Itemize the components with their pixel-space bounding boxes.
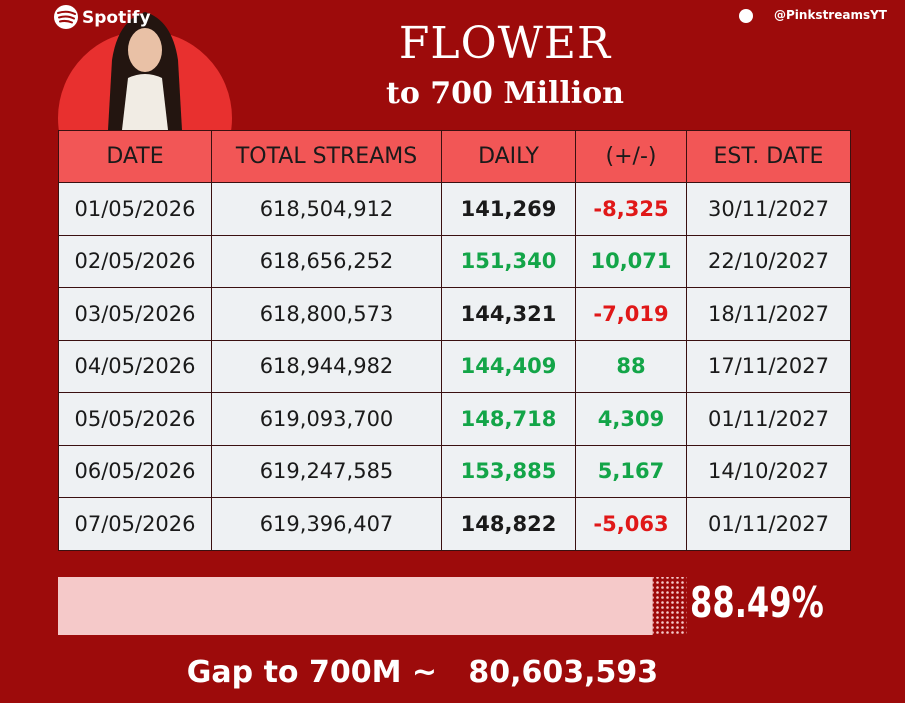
table-cell: 05/05/2026 xyxy=(58,392,212,446)
table-cell: 02/05/2026 xyxy=(58,234,212,288)
column-header: TOTAL STREAMS xyxy=(211,130,442,183)
streams-table: DATE TOTAL STREAMS DAILY (+/-) EST. DATE 01/… xyxy=(58,130,851,551)
table-cell: 151,340 xyxy=(441,234,576,288)
column-header: DAILY xyxy=(441,130,576,183)
table-row: 06/05/2026 619,247,585 153,885 5,167 14/10/2… xyxy=(58,444,851,498)
table-row: 04/05/2026 618,944,982 144,409 88 17/11/2027 xyxy=(58,339,851,393)
table-cell: 148,822 xyxy=(441,497,576,551)
table-cell: 5,167 xyxy=(575,444,687,498)
table-cell: 17/11/2027 xyxy=(686,339,851,393)
table-cell: 618,504,912 xyxy=(211,182,442,236)
table-cell: 22/10/2027 xyxy=(686,234,851,288)
table-cell: 88 xyxy=(575,339,687,393)
table-cell: 01/11/2027 xyxy=(686,497,851,551)
photo xyxy=(58,12,232,130)
table-cell: 4,309 xyxy=(575,392,687,446)
progress-dots xyxy=(652,577,687,635)
column-header: EST. DATE xyxy=(686,130,851,183)
table-cell: 619,093,700 xyxy=(211,392,442,446)
brand: Spotify xyxy=(82,8,151,28)
table-cell: 06/05/2026 xyxy=(58,444,212,498)
subtitle: to 700 Million xyxy=(386,76,624,111)
column-header: (+/-) xyxy=(575,130,687,183)
table-row: 05/05/2026 619,093,700 148,718 4,309 01/11/2… xyxy=(58,392,851,446)
table-cell: 144,321 xyxy=(441,287,576,341)
table-cell: 30/11/2027 xyxy=(686,182,851,236)
column-header: DATE xyxy=(58,130,212,183)
table-cell: 18/11/2027 xyxy=(686,287,851,341)
table-cell: 148,718 xyxy=(441,392,576,446)
progress-fill xyxy=(58,577,653,635)
table-cell: 14/10/2027 xyxy=(686,444,851,498)
table-cell: 04/05/2026 xyxy=(58,339,212,393)
table-cell: 618,800,573 xyxy=(211,287,442,341)
table-row: 02/05/2026 618,656,252 151,340 10,071 22/10/… xyxy=(58,234,851,288)
table-cell: 618,656,252 xyxy=(211,234,442,288)
gap-label: Gap to 700M ~ xyxy=(186,655,438,690)
table-cell: 01/05/2026 xyxy=(58,182,212,236)
table-cell: -8,325 xyxy=(575,182,687,236)
twitter-icon xyxy=(739,9,753,23)
table-cell: 10,071 xyxy=(575,234,687,288)
gap: Gap to 700M ~ 80,603,593 xyxy=(0,655,845,690)
table-cell: 619,247,585 xyxy=(211,444,442,498)
table-cell: -7,019 xyxy=(575,287,687,341)
handle: @PinkstreamsYT xyxy=(774,8,887,22)
table-cell: 07/05/2026 xyxy=(58,497,212,551)
table-cell: 01/11/2027 xyxy=(686,392,851,446)
table-row: 07/05/2026 619,396,407 148,822 -5,063 01/11/… xyxy=(58,497,851,551)
spotify-logo xyxy=(54,5,78,29)
table-cell: 153,885 xyxy=(441,444,576,498)
table-row: 01/05/2026 618,504,912 141,269 -8,325 30/11/… xyxy=(58,182,851,236)
gap-value: 80,603,593 xyxy=(468,655,659,690)
table-row: 03/05/2026 618,800,573 144,321 -7,019 18/11/… xyxy=(58,287,851,341)
table-cell: 618,944,982 xyxy=(211,339,442,393)
table-cell: 144,409 xyxy=(441,339,576,393)
title: FLOWER xyxy=(398,18,612,69)
table-cell: 141,269 xyxy=(441,182,576,236)
progress-label: 88.49% xyxy=(690,578,824,627)
table-cell: 03/05/2026 xyxy=(58,287,212,341)
table-cell: -5,063 xyxy=(575,497,687,551)
table-cell: 619,396,407 xyxy=(211,497,442,551)
